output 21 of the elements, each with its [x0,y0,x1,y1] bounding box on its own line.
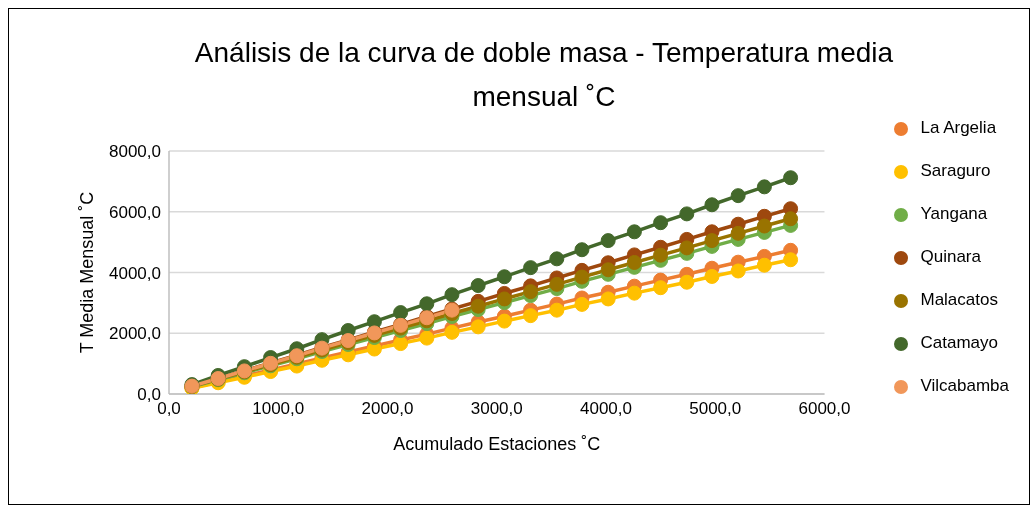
x-tick-label: 0,0 [157,399,181,419]
y-axis-title: T Media Mensual ˚C [77,191,98,354]
x-tick-label: 2000,0 [361,399,414,419]
legend-label: Yangana [920,204,988,223]
x-tick-label: 5000,0 [689,399,742,419]
legend-label: La Argelia [920,118,997,137]
legend-label: Malacatos [920,290,998,309]
legend-label: Vilcabamba [920,376,1009,395]
x-tick-label: 1000,0 [252,399,305,419]
x-tick-label: 3000,0 [470,399,523,419]
y-tick-label: 8000,0 [109,142,161,162]
x-tick-label: 6000,0 [798,399,851,419]
y-tick-label: 4000,0 [109,263,161,283]
y-tick-label: 6000,0 [109,202,161,222]
y-tick-label: 2000,0 [109,324,161,344]
x-axis-title: Acumulado Estaciones ˚C [393,434,601,454]
legend-label: Saraguro [920,161,991,180]
legend-label: Catamayo [920,333,998,352]
legend-label: Quinara [920,247,981,266]
x-tick-label: 4000,0 [579,399,632,419]
chart-title: Análisis de la curva de doble masa - Temperatura media mensual ˚C [193,36,895,114]
